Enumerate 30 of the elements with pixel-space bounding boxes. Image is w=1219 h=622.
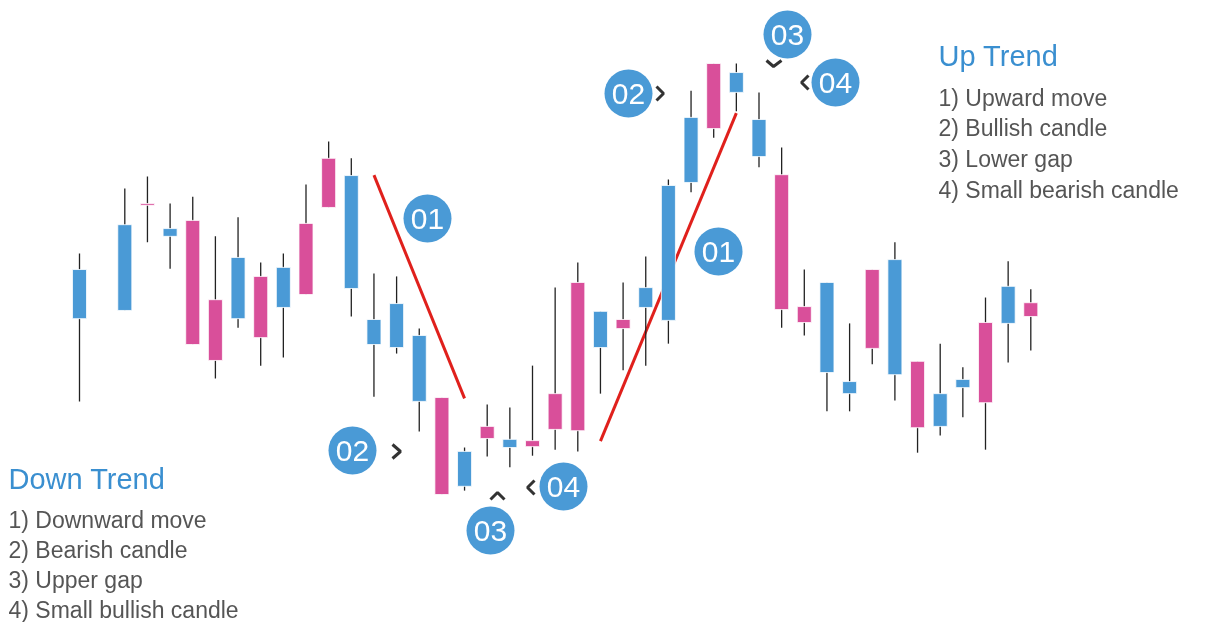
text: 1) Downward move (8, 506, 207, 533)
text: 03 (473, 513, 508, 547)
annotation: 02 (611, 76, 646, 110)
text: 3) Upper gap (8, 566, 143, 593)
text: 4) Small bullish candle (8, 596, 239, 622)
candlestick (728, 62, 744, 112)
candlestick (796, 268, 812, 337)
candlestick (162, 202, 178, 270)
candlestick (615, 281, 631, 372)
text: 2) Bearish candle (8, 536, 188, 563)
annotation: 01 (701, 234, 736, 268)
candlestick (638, 255, 654, 367)
candlestick (479, 403, 495, 458)
annotation: Up Trend (938, 39, 1058, 72)
candlestick (842, 322, 858, 412)
text: 03 (770, 17, 805, 51)
candlestick (502, 406, 518, 468)
candlestick (140, 175, 155, 244)
annotation: 2) Bullish candle (938, 114, 1108, 141)
annotation: 1) Upward move (938, 84, 1108, 111)
candlestick (525, 364, 540, 457)
annotation: 04 (818, 65, 853, 99)
annotation: 3) Lower gap (938, 145, 1073, 172)
annotation: 01 (410, 201, 445, 235)
candlestick (955, 366, 971, 418)
annotation: 02 (335, 433, 370, 467)
annotation: Down Trend (8, 462, 165, 495)
annotation: 4) Small bearish candle (938, 176, 1179, 203)
annotation: 04 (546, 469, 581, 503)
candlestick (1023, 288, 1039, 352)
